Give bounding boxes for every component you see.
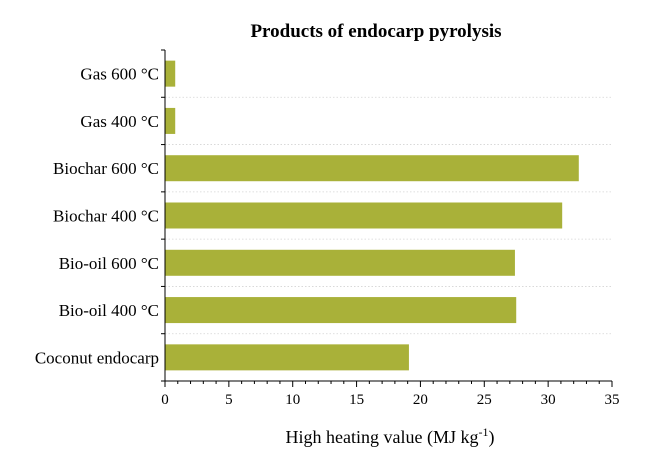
x-axis-label: High heating value (MJ kg-1)	[286, 425, 495, 448]
category-label: Bio-oil 400 °C	[59, 301, 159, 320]
x-tick-label: 15	[349, 392, 364, 408]
bar	[165, 344, 409, 371]
chart-title: Products of endocarp pyrolysis	[250, 21, 501, 42]
category-label: Biochar 400 °C	[53, 207, 159, 226]
x-tick-label: 25	[477, 392, 492, 408]
bar	[165, 155, 579, 182]
x-tick-labels: 0 5 10 15 20 25 30 35	[161, 392, 619, 408]
x-tick-label: 0	[161, 392, 169, 408]
bar	[165, 60, 176, 87]
gridlines	[165, 96, 612, 335]
category-label: Coconut endocarp	[35, 348, 159, 367]
x-tick-label: 10	[285, 392, 300, 408]
category-label: Gas 600 °C	[80, 65, 159, 84]
x-tick-label: 5	[225, 392, 233, 408]
x-tick-label: 35	[605, 392, 620, 408]
category-label: Bio-oil 600 °C	[59, 254, 159, 273]
x-tick-label: 30	[541, 392, 556, 408]
bars	[165, 60, 579, 371]
axes	[161, 49, 613, 387]
bar	[165, 202, 563, 229]
category-label: Biochar 600 °C	[53, 159, 159, 178]
bar	[165, 297, 517, 324]
bar	[165, 249, 515, 276]
category-label: Gas 400 °C	[80, 112, 159, 131]
x-tick-label: 20	[413, 392, 428, 408]
category-labels: Gas 600 °C Gas 400 °C Biochar 600 °C Biocha…	[35, 65, 159, 368]
bar	[165, 107, 176, 134]
